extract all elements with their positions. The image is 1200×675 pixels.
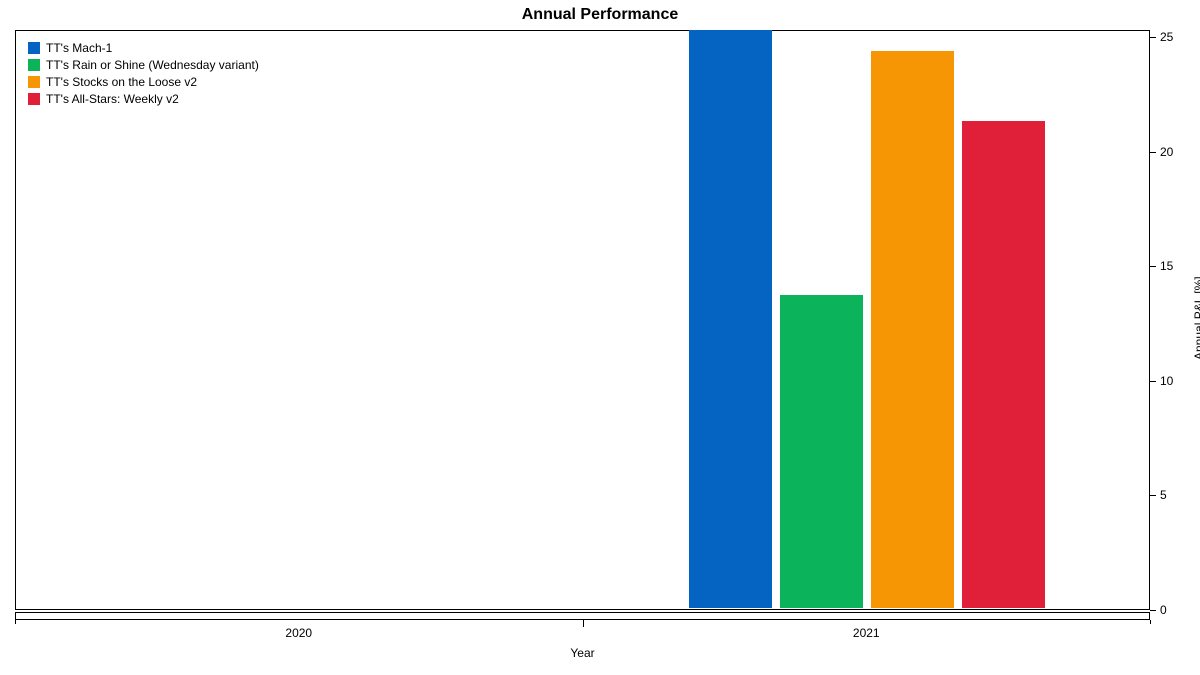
tick-mark — [1150, 610, 1156, 611]
y-tick-label: 20 — [1160, 146, 1173, 158]
x-tick — [1150, 620, 1151, 624]
legend-item: TT's Mach-1 — [28, 39, 259, 56]
legend-swatch — [28, 59, 40, 71]
legend-item: TT's All-Stars: Weekly v2 — [28, 90, 259, 107]
legend-swatch — [28, 42, 40, 54]
legend-swatch — [28, 76, 40, 88]
tick-mark — [1150, 381, 1156, 382]
bar — [962, 121, 1045, 608]
legend: TT's Mach-1 TT's Rain or Shine (Wednesday… — [28, 39, 259, 107]
y-tick-label: 5 — [1160, 489, 1167, 501]
tick-mark — [1150, 495, 1156, 496]
bar — [780, 295, 863, 608]
x-tick-label: 2021 — [853, 626, 880, 640]
x-axis-label: Year — [15, 646, 1150, 660]
legend-label: TT's Mach-1 — [46, 41, 112, 55]
x-tick — [15, 620, 16, 624]
tick-mark — [1150, 266, 1156, 267]
y-tick-label: 15 — [1160, 260, 1173, 272]
x-tick — [583, 620, 584, 627]
tick-mark — [1150, 152, 1156, 153]
y-axis-label: Annual P&L [%] — [1192, 276, 1200, 360]
legend-item: TT's Rain or Shine (Wednesday variant) — [28, 56, 259, 73]
bar — [689, 30, 772, 608]
plot-area: TT's Mach-1 TT's Rain or Shine (Wednesday… — [15, 30, 1150, 610]
tick-mark — [1150, 37, 1156, 38]
legend-label: TT's Stocks on the Loose v2 — [46, 75, 197, 89]
chart-root: Annual Performance TT's Mach-1 TT's Rain … — [0, 0, 1200, 675]
y-tick-label: 10 — [1160, 375, 1173, 387]
x-tick-label: 2020 — [285, 626, 312, 640]
legend-item: TT's Stocks on the Loose v2 — [28, 73, 259, 90]
x-axis-track — [15, 612, 1150, 620]
legend-label: TT's All-Stars: Weekly v2 — [46, 92, 179, 106]
legend-swatch — [28, 93, 40, 105]
bar — [871, 51, 954, 608]
y-tick-label: 0 — [1160, 604, 1167, 616]
chart-title: Annual Performance — [0, 6, 1200, 24]
legend-label: TT's Rain or Shine (Wednesday variant) — [46, 58, 259, 72]
y-tick-label: 25 — [1160, 31, 1173, 43]
